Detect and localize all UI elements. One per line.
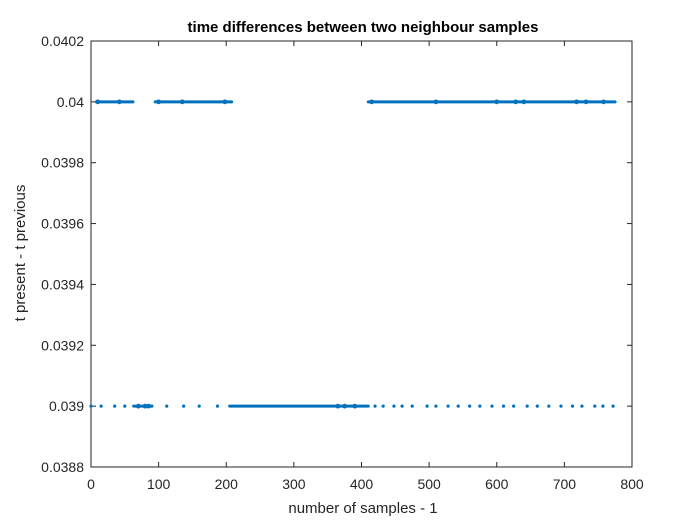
data-point [150, 404, 154, 408]
data-point [222, 99, 228, 105]
data-point [601, 404, 605, 408]
data-point [352, 403, 358, 409]
data-point [197, 404, 201, 408]
x-tick-label: 800 [620, 476, 644, 492]
data-point [182, 404, 186, 408]
data-point [425, 404, 429, 408]
y-tick-label: 0.0398 [41, 155, 84, 171]
data-point [342, 403, 347, 409]
x-tick-label: 300 [282, 476, 306, 492]
data-point [156, 99, 162, 105]
y-tick-label: 0.039 [49, 398, 84, 414]
y-tick-label: 0.0392 [41, 337, 84, 353]
y-axis-label: t present - t previous [12, 185, 29, 322]
data-point [99, 404, 103, 408]
x-tick-label: 200 [215, 476, 239, 492]
data-point [123, 404, 127, 408]
x-tick-label: 700 [553, 476, 577, 492]
data-point [165, 404, 169, 408]
data-point [433, 99, 439, 105]
data-point [135, 403, 141, 409]
data-points [89, 99, 617, 409]
data-point [601, 99, 606, 105]
y-tick-label: 0.0396 [41, 216, 84, 232]
data-point [525, 404, 529, 408]
data-point [95, 99, 101, 105]
data-point [215, 404, 220, 408]
y-axis: 0.03880.0390.03920.03940.03960.03980.040… [41, 33, 632, 475]
data-point [468, 404, 472, 408]
data-point [434, 404, 438, 408]
x-axis-label: number of samples - 1 [288, 500, 437, 517]
data-point [593, 404, 597, 408]
x-tick-label: 400 [350, 476, 374, 492]
y-tick-label: 0.0388 [41, 459, 84, 475]
plot-area [90, 40, 633, 468]
data-point [410, 404, 414, 408]
y-tick-label: 0.04 [57, 94, 84, 110]
data-point [400, 404, 404, 408]
data-point [478, 404, 482, 408]
axes-box [90, 40, 633, 468]
data-point [335, 403, 341, 409]
data-point [146, 403, 151, 409]
x-tick-label: 0 [87, 476, 95, 492]
data-point [583, 99, 589, 105]
data-point [89, 404, 93, 408]
data-point [535, 404, 539, 408]
data-point [574, 99, 579, 105]
data-point [392, 404, 396, 408]
data-point [570, 404, 575, 408]
data-point [381, 404, 385, 408]
data-point [179, 99, 185, 105]
data-point [113, 404, 117, 408]
x-tick-label: 100 [147, 476, 171, 492]
y-tick-label: 0.0402 [41, 33, 84, 49]
data-point [142, 403, 148, 409]
data-point [117, 99, 122, 105]
data-point [521, 99, 527, 105]
data-point [512, 404, 516, 408]
y-tick-label: 0.0394 [41, 276, 84, 292]
data-point [373, 404, 377, 408]
data-point [369, 99, 375, 105]
chart-title: time differences between two neighbour s… [188, 19, 539, 36]
x-tick-label: 600 [485, 476, 509, 492]
data-point [513, 99, 519, 105]
data-point [501, 404, 506, 408]
data-point [547, 404, 551, 408]
x-tick-label: 500 [417, 476, 441, 492]
data-point [490, 404, 494, 408]
data-point [559, 404, 563, 408]
data-point [456, 404, 460, 408]
data-point [446, 404, 450, 408]
data-point [580, 404, 584, 408]
data-point [611, 404, 615, 408]
data-point [494, 99, 500, 105]
x-axis: 0 100 200 300 400 500 600 700 800 [87, 41, 644, 492]
